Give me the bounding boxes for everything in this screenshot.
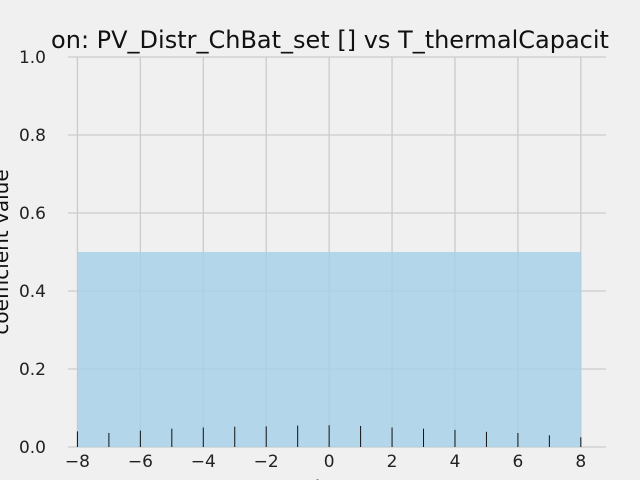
y-tick-label: 0.2 <box>19 360 46 380</box>
confidence-band <box>77 252 581 447</box>
x-tick-label: 2 <box>387 452 398 472</box>
x-tick-label: 6 <box>512 452 523 472</box>
x-axis-ticks: −8 −6 −4 −2 0 2 4 6 8 <box>65 452 586 472</box>
stem-layer <box>76 425 582 447</box>
confidence-band-layer <box>77 252 581 447</box>
y-tick-label: 0.0 <box>19 438 46 458</box>
x-tick-label: −6 <box>128 452 153 472</box>
y-tick-label: 0.8 <box>19 126 46 146</box>
y-tick-label: 0.6 <box>19 204 46 224</box>
x-tick-label: 0 <box>324 452 335 472</box>
x-tick-label: −8 <box>65 452 90 472</box>
x-axis-label: lag <box>315 476 346 480</box>
x-tick-label: −2 <box>254 452 279 472</box>
x-tick-label: 8 <box>575 452 586 472</box>
y-tick-label: 0.4 <box>19 282 46 302</box>
y-axis-ticks: 0.0 0.2 0.4 0.6 0.8 1.0 <box>19 48 46 458</box>
y-tick-label: 1.0 <box>19 48 46 68</box>
x-tick-label: −4 <box>191 452 216 472</box>
y-axis-label: coefficient value <box>0 169 13 334</box>
x-tick-label: 4 <box>450 452 461 472</box>
chart-title: on: PV_Distr_ChBat_set [] vs T_thermalCa… <box>51 26 609 54</box>
